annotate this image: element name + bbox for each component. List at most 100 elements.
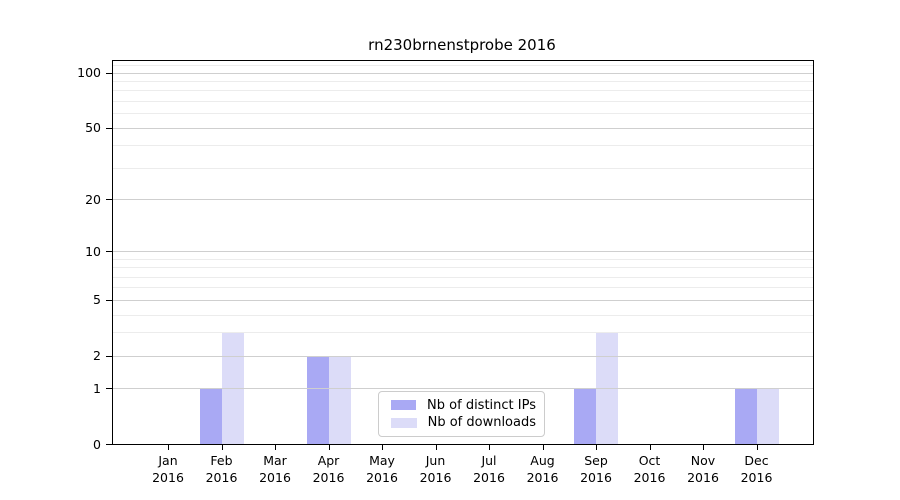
y-axis-tick-label: 50 (85, 120, 101, 136)
gridline-minor (113, 276, 813, 278)
gridline-minor (113, 90, 813, 92)
x-axis-tick (382, 445, 383, 450)
gridline-major (113, 72, 813, 74)
y-axis-tick (106, 299, 112, 301)
y-axis-tick-label: 5 (93, 292, 101, 308)
y-axis-tick-label: 100 (77, 65, 101, 81)
x-axis-tick-label: Nov 2016 (673, 453, 733, 486)
x-label-month: Dec (744, 453, 769, 468)
legend: Nb of distinct IPs Nb of downloads (378, 391, 545, 437)
x-axis-tick-label: Apr 2016 (299, 453, 359, 486)
x-axis-tick (221, 445, 223, 450)
gridline-minor (113, 113, 813, 115)
x-axis-tick (756, 445, 758, 450)
x-axis-tick (275, 445, 276, 450)
x-label-year: 2016 (419, 469, 452, 485)
x-axis-tick (649, 445, 651, 450)
bar-nb-of-distinct-ips-feb (199, 388, 222, 444)
y-axis-tick (106, 388, 112, 390)
x-axis-tick-label: Feb 2016 (192, 453, 252, 486)
gridline-major (113, 251, 813, 252)
chart-title: rn230brnenstprobe 2016 (368, 36, 556, 54)
gridline-minor (113, 332, 813, 334)
gridline-minor (113, 167, 813, 169)
gridline-minor (113, 100, 813, 102)
x-axis-tick (435, 445, 437, 450)
x-axis-tick-label: Dec 2016 (727, 453, 787, 486)
x-axis-tick-label: Oct 2016 (620, 453, 680, 486)
plot-area: 0 1 2 5 10 20 50 100 Jan 2016 Feb 2016 Mar 2016 Apr 201… (77, 60, 814, 485)
gridline-major (113, 355, 813, 357)
legend-swatch-downloads (391, 417, 417, 428)
x-label-month: May (369, 453, 395, 468)
gridline-major (113, 388, 813, 390)
x-axis-tick (596, 445, 597, 450)
gridline-minor (113, 81, 813, 82)
legend-label-downloads: Nb of downloads (427, 415, 536, 431)
x-axis-tick-label: Jan 2016 (138, 453, 198, 486)
legend-item-downloads: Nb of downloads (387, 415, 536, 430)
y-axis-tick-label: 10 (85, 243, 101, 259)
x-axis-tick-label: May 2016 (352, 453, 412, 486)
gridline-minor (113, 65, 813, 66)
y-axis-tick-label: 2 (93, 348, 101, 364)
x-label-month: Feb (210, 453, 233, 468)
x-axis-tick-label: Aug 2016 (513, 453, 573, 486)
y-axis-tick-label: 1 (93, 380, 101, 396)
x-label-year: 2016 (740, 469, 773, 485)
x-axis-tick (703, 445, 704, 450)
x-label-month: Jun (425, 453, 446, 468)
gridline-minor (113, 145, 813, 147)
gridline-minor (113, 258, 813, 260)
gridline-major (113, 127, 813, 129)
x-label-month: Apr (317, 453, 340, 468)
bar-nb-of-distinct-ips-sep (574, 388, 596, 444)
y-axis-tick (106, 251, 112, 252)
x-label-year: 2016 (633, 469, 666, 485)
x-label-year: 2016 (312, 469, 345, 485)
gridline-major (113, 299, 813, 301)
x-label-month: Sep (584, 453, 608, 468)
legend-swatch-distinct-ips (391, 400, 417, 411)
x-label-year: 2016 (259, 469, 291, 485)
legend-item-distinct-ips: Nb of distinct IPs (387, 398, 536, 413)
x-label-year: 2016 (205, 469, 238, 485)
y-axis-tick-label: 20 (85, 191, 101, 207)
x-axis-tick (489, 445, 490, 450)
y-axis-tick (106, 355, 112, 357)
x-label-month: Aug (530, 453, 555, 468)
gridline-minor (113, 314, 813, 316)
y-axis-tick (106, 72, 112, 74)
x-label-year: 2016 (687, 469, 719, 485)
bar-nb-of-downloads-dec (756, 388, 779, 444)
x-axis-tick-label: Mar 2016 (245, 453, 305, 486)
x-label-year: 2016 (366, 469, 398, 485)
x-axis-tick-label: Sep 2016 (566, 453, 626, 486)
bar-nb-of-distinct-ips-dec (734, 388, 757, 444)
y-axis-tick-label: 0 (93, 436, 101, 452)
y-axis-tick (106, 127, 112, 129)
x-label-year: 2016 (473, 469, 505, 485)
x-axis-tick-label: Jun 2016 (406, 453, 466, 486)
x-label-month: Nov (690, 453, 716, 468)
x-label-year: 2016 (526, 469, 559, 485)
x-axis-tick (168, 445, 169, 450)
x-label-month: Jan (158, 453, 178, 468)
bar-nb-of-downloads-apr (328, 355, 351, 444)
x-label-year: 2016 (152, 469, 184, 485)
gridline-minor (113, 287, 813, 289)
x-axis-tick (328, 445, 330, 450)
x-label-month: Mar (263, 453, 287, 468)
gridline-major (113, 199, 813, 200)
y-axis-tick (106, 444, 112, 445)
x-label-month: Oct (638, 453, 661, 468)
x-axis-tick (542, 445, 544, 450)
x-label-year: 2016 (580, 469, 612, 485)
x-axis-tick-label: Jul 2016 (459, 453, 519, 486)
y-axis-tick (106, 199, 112, 200)
legend-label-distinct-ips: Nb of distinct IPs (427, 397, 536, 413)
gridline-minor (113, 267, 813, 269)
bar-nb-of-distinct-ips-apr (306, 355, 329, 444)
x-label-month: Jul (481, 453, 497, 468)
